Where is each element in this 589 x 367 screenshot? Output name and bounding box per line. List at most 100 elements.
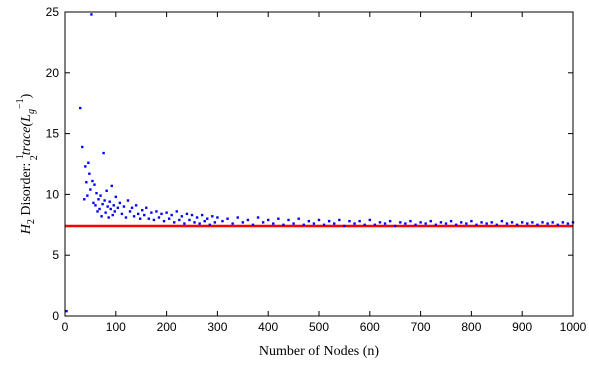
data-point	[460, 221, 463, 224]
data-point	[130, 206, 134, 209]
data-point	[241, 221, 244, 224]
data-point	[226, 217, 229, 220]
data-point	[251, 223, 255, 226]
x-tick-label: 200	[157, 320, 177, 334]
data-point	[424, 222, 427, 225]
data-point	[302, 223, 305, 226]
x-tick-label: 700	[411, 320, 431, 334]
data-point	[348, 219, 351, 223]
data-point	[92, 201, 95, 205]
data-point	[103, 199, 106, 202]
data-point	[102, 151, 105, 155]
data-point	[536, 223, 539, 226]
x-axis-label: Number of Nodes (n)	[259, 344, 379, 359]
data-point	[96, 210, 99, 213]
data-point	[236, 216, 239, 219]
x-tick-label: 800	[461, 320, 481, 334]
plot-frame	[64, 11, 574, 317]
data-point	[101, 202, 104, 206]
data-point	[343, 224, 346, 228]
data-point	[394, 224, 397, 228]
data-point	[95, 191, 98, 195]
data-point	[404, 222, 407, 225]
data-point	[81, 145, 84, 149]
data-point	[157, 216, 161, 219]
data-point	[541, 221, 544, 224]
x-tick-label: 600	[360, 320, 380, 334]
data-point	[88, 172, 91, 175]
y-label-arg-sub: g	[26, 109, 37, 114]
data-point	[195, 216, 199, 219]
data-point	[378, 221, 382, 224]
x-tick-label: 400	[258, 320, 278, 334]
data-point	[495, 223, 498, 226]
data-point	[383, 222, 387, 225]
data-point	[246, 218, 250, 222]
data-point	[510, 221, 514, 224]
data-point	[143, 213, 146, 217]
y-label-frac-den: 2	[29, 155, 40, 160]
data-point	[475, 223, 478, 226]
data-point	[409, 219, 412, 223]
data-point	[414, 223, 417, 226]
data-point	[183, 222, 186, 225]
y-label-h: H	[19, 223, 34, 235]
data-point	[190, 213, 194, 217]
data-point	[116, 206, 120, 209]
data-point	[109, 207, 112, 211]
axis-ticks: 0 100 200 300 400 500 600 700 800 900 1000 0 5 10 15 20…	[46, 5, 587, 334]
data-point	[124, 216, 128, 219]
x-tick-label: 1000	[560, 320, 587, 334]
data-point	[208, 223, 211, 226]
data-point	[561, 221, 565, 224]
data-point	[454, 223, 458, 226]
data-point	[444, 222, 448, 225]
y-axis-label: H2 Disorder: 1 2trace(Lg−1)	[15, 93, 40, 235]
y-tick-label: 5	[52, 248, 59, 262]
data-point	[145, 206, 148, 209]
data-point	[515, 223, 519, 226]
data-point	[104, 211, 107, 214]
x-tick-label: 500	[309, 320, 329, 334]
data-point	[521, 221, 524, 224]
data-point	[93, 183, 96, 186]
data-point	[213, 221, 217, 224]
data-point	[132, 215, 136, 218]
data-point	[282, 223, 285, 226]
data-point	[167, 217, 171, 220]
data-point	[434, 223, 438, 226]
x-tick-label: 0	[62, 320, 69, 334]
data-point	[485, 222, 488, 225]
data-point	[307, 219, 311, 223]
data-point	[105, 189, 108, 192]
data-point	[85, 181, 88, 184]
data-point	[363, 223, 366, 226]
data-point	[297, 217, 300, 220]
data-point	[198, 222, 201, 225]
data-point	[551, 221, 554, 224]
data-point	[439, 221, 443, 224]
y-tick-label: 25	[46, 5, 60, 19]
data-point	[566, 222, 570, 225]
data-point	[399, 221, 402, 224]
data-point	[490, 221, 493, 224]
data-point	[272, 222, 275, 225]
data-point	[136, 212, 140, 216]
x-tick-label: 900	[512, 320, 532, 334]
data-point	[368, 218, 371, 222]
data-point	[87, 161, 90, 164]
data-point	[206, 217, 209, 220]
data-point	[120, 212, 124, 216]
data-point	[267, 218, 270, 222]
data-point	[419, 221, 422, 224]
data-point	[97, 198, 100, 201]
data-point	[185, 212, 189, 216]
data-point	[160, 212, 163, 216]
data-point	[89, 188, 92, 191]
data-point	[150, 211, 153, 214]
data-point	[84, 165, 87, 168]
data-point	[111, 213, 114, 217]
data-point	[221, 219, 224, 223]
data-point	[256, 216, 260, 219]
data-point	[155, 210, 158, 213]
